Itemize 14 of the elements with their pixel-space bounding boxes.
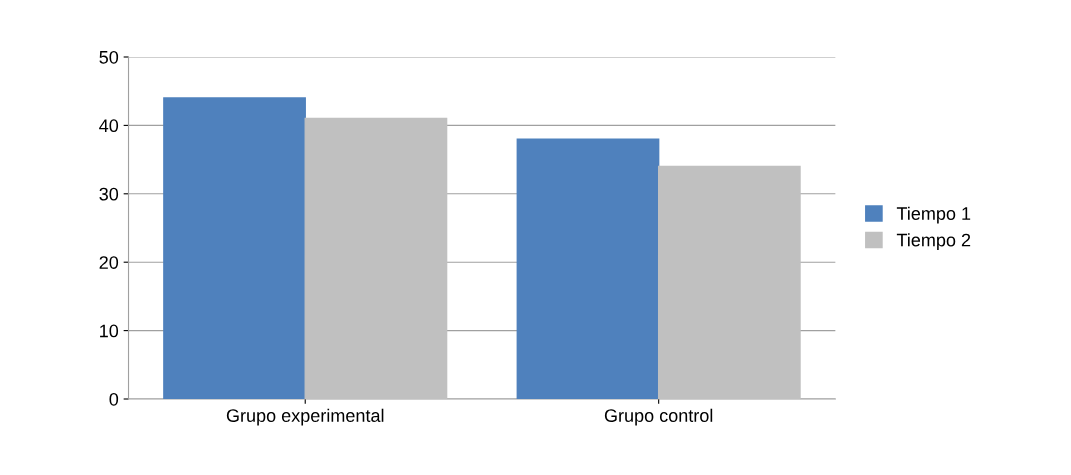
- y-tick-label: 30: [99, 187, 119, 201]
- legend-label: Tiempo 2: [896, 233, 971, 250]
- y-tick-label: 20: [99, 256, 119, 269]
- x-tick-label: Grupo control: [604, 408, 713, 426]
- bar: [163, 97, 306, 399]
- y-tick-label: 10: [100, 324, 119, 338]
- y-tick-label: 0: [109, 392, 119, 406]
- y-tick-label: 40: [99, 119, 119, 133]
- bar: [304, 117, 448, 399]
- x-tick-label: Grupo experimental: [226, 408, 384, 426]
- bar: [657, 165, 801, 399]
- legend-label: Tiempo 1: [896, 206, 971, 224]
- bar: [516, 138, 660, 399]
- y-tick-label: 50: [99, 50, 119, 64]
